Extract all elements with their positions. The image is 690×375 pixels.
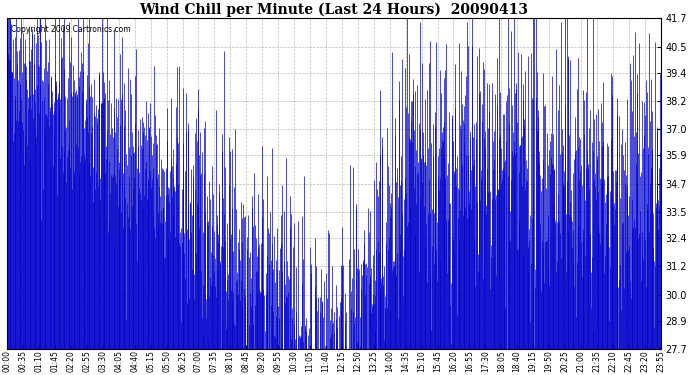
- Text: Copyright 2009 Cartronics.com: Copyright 2009 Cartronics.com: [10, 25, 130, 34]
- Title: Wind Chill per Minute (Last 24 Hours)  20090413: Wind Chill per Minute (Last 24 Hours) 20…: [139, 3, 529, 17]
